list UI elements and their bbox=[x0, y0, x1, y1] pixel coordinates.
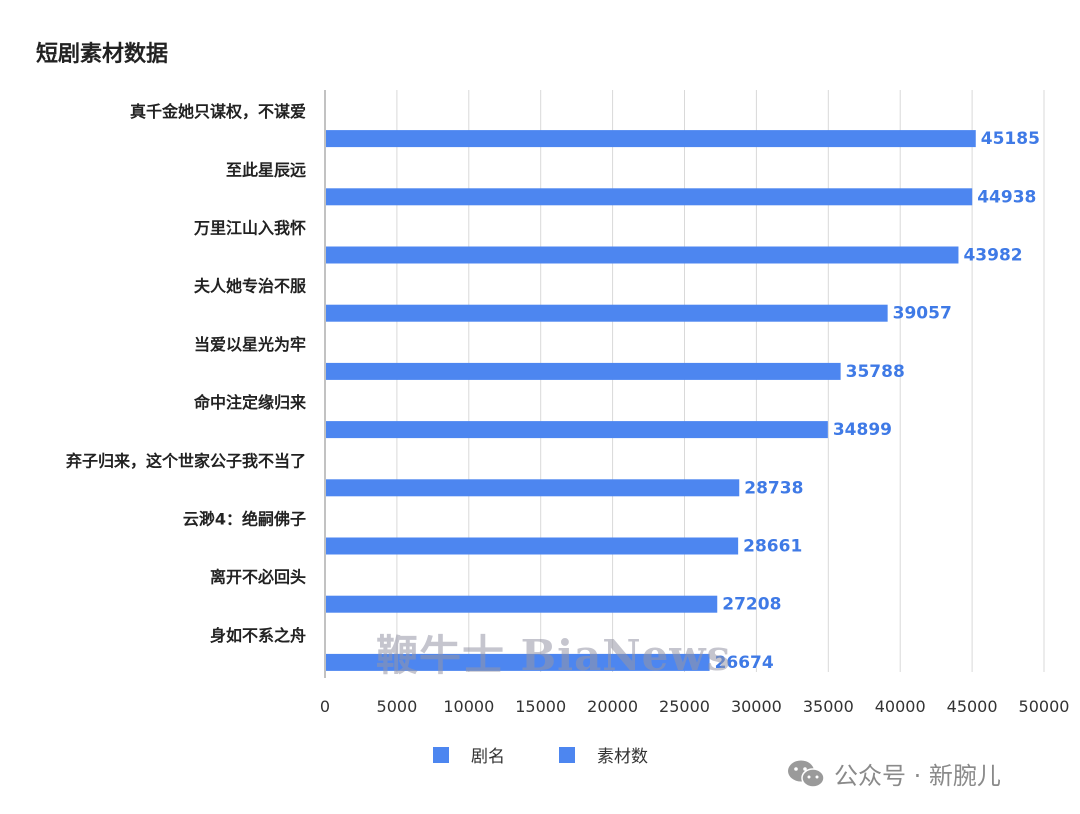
category-label: 弃子归来，这个世家公子我不当了 bbox=[66, 451, 306, 470]
x-tick-label: 0 bbox=[320, 697, 330, 716]
bar bbox=[326, 595, 718, 613]
category-label: 当爱以星光为牢 bbox=[194, 335, 306, 354]
legend-label-count: 素材数 bbox=[597, 747, 648, 767]
category-label: 离开不必回头 bbox=[210, 568, 306, 587]
bar bbox=[326, 537, 739, 555]
bar-value-label: 44938 bbox=[977, 187, 1036, 207]
wechat-icon bbox=[788, 760, 825, 788]
bar bbox=[326, 304, 888, 322]
x-tick-label: 45000 bbox=[947, 697, 998, 716]
category-label: 真千金她只谋权，不谋爱 bbox=[130, 102, 306, 121]
bar bbox=[326, 653, 710, 671]
bar-value-label: 35788 bbox=[846, 362, 905, 382]
legend-swatch-count bbox=[559, 746, 575, 763]
bar bbox=[326, 246, 959, 264]
x-tick-label: 50000 bbox=[1019, 697, 1070, 716]
category-label: 至此星辰远 bbox=[226, 160, 306, 179]
category-label: 身如不系之舟 bbox=[210, 626, 306, 645]
wechat-credit: 公众号 · 新腕儿 bbox=[786, 756, 1001, 791]
category-label: 云渺4：绝嗣佛子 bbox=[183, 510, 306, 529]
legend-item-name[interactable]: 剧名 bbox=[433, 742, 505, 767]
bar-value-label: 27208 bbox=[722, 595, 781, 615]
x-tick-label: 30000 bbox=[731, 697, 782, 716]
bar bbox=[326, 421, 828, 439]
category-label: 万里江山入我怀 bbox=[193, 219, 306, 238]
legend-label-name: 剧名 bbox=[471, 747, 505, 767]
wechat-credit-text: 公众号 · 新腕儿 bbox=[834, 762, 1001, 790]
bar-value-label: 45185 bbox=[981, 129, 1040, 149]
x-tick-label: 5000 bbox=[377, 697, 418, 716]
bar-value-label: 28661 bbox=[743, 537, 802, 557]
x-tick-label: 10000 bbox=[443, 697, 494, 716]
x-tick-label: 25000 bbox=[659, 697, 710, 716]
bar bbox=[326, 479, 740, 497]
bar bbox=[326, 188, 973, 206]
bar-value-label: 34899 bbox=[833, 420, 892, 440]
x-tick-label: 40000 bbox=[875, 697, 926, 716]
watermark-text: 鞭牛士 BiaNews bbox=[376, 631, 732, 680]
legend: 剧名 素材数 bbox=[0, 742, 1080, 767]
bar-value-label: 39057 bbox=[893, 304, 952, 324]
category-label: 命中注定缘归来 bbox=[193, 393, 307, 412]
bar-value-label: 28738 bbox=[744, 478, 803, 498]
bar-value-label: 26674 bbox=[715, 653, 774, 673]
x-tick-label: 15000 bbox=[515, 697, 566, 716]
legend-swatch-name bbox=[433, 746, 449, 763]
x-tick-label: 35000 bbox=[803, 697, 854, 716]
x-tick-label: 20000 bbox=[587, 697, 638, 716]
legend-item-count[interactable]: 素材数 bbox=[559, 742, 648, 767]
chart-title: 短剧素材数据 bbox=[36, 42, 169, 67]
bar bbox=[326, 362, 841, 380]
category-label: 夫人她专治不服 bbox=[194, 277, 307, 296]
bar bbox=[326, 130, 976, 148]
bar-value-label: 43982 bbox=[963, 246, 1022, 266]
